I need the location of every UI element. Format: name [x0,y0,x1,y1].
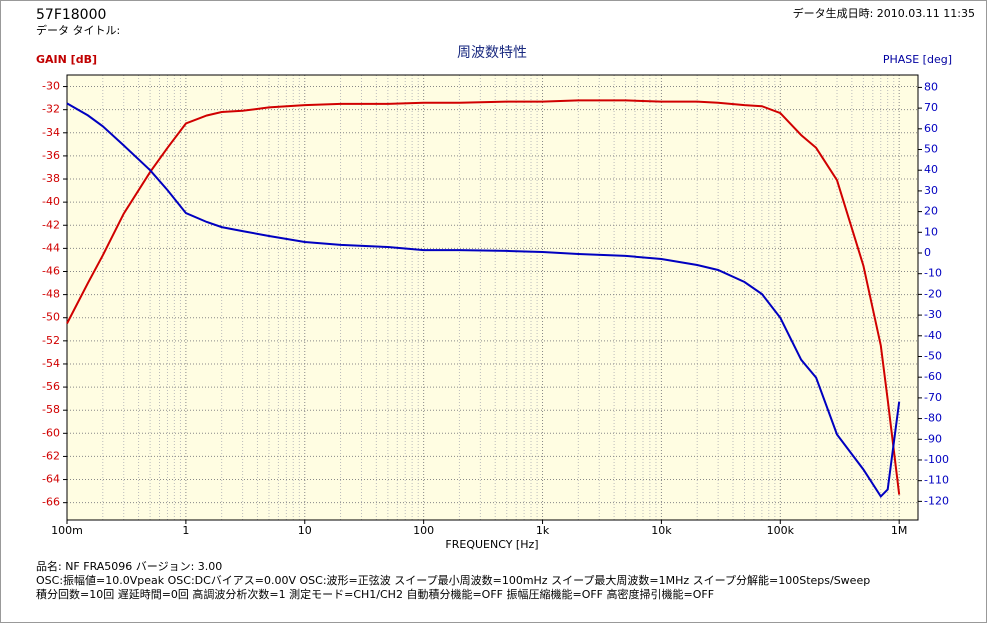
info-line: OSC:振幅値=10.0Vpeak OSC:DCバイアス=0.00V OSC:波… [36,573,870,587]
y-tick-label: -34 [42,126,60,139]
y-tick-label: -36 [42,149,60,162]
y-tick-label: -30 [42,80,60,93]
info-line: 積分回数=10回 遅延時間=0回 高調波分析次数=1 測定モード=CH1/CH2… [36,587,714,601]
x-tick-label: 1 [182,524,189,537]
y-tick-label: -38 [42,172,60,185]
x-tick-label: 10 [298,524,312,537]
y-tick-label: -48 [42,288,60,301]
y-tick-label: -64 [42,473,60,486]
x-tick-label: 10k [651,524,672,537]
timestamp: データ生成日時: 2010.03.11 11:35 [793,6,975,20]
y-tick-label: -62 [42,449,60,462]
x-tick-label: 1M [891,524,908,537]
y2-tick-label: -70 [924,391,942,404]
chart-title: 周波数特性 [457,45,527,61]
y-tick-label: -50 [42,311,60,324]
y2-tick-label: -20 [924,287,942,300]
y-tick-label: -54 [42,357,60,370]
y-tick-label: -66 [42,496,60,509]
y2-tick-label: -60 [924,370,942,383]
y-tick-label: -60 [42,426,60,439]
record-id: 57F18000 [36,7,106,23]
y2-tick-label: -30 [924,308,942,321]
plot-border [66,74,919,521]
y2-tick-label: 30 [924,184,938,197]
y2-tick-label: -110 [924,474,949,487]
x-axis-label: FREQUENCY [Hz] [445,538,538,551]
y2-tick-label: -40 [924,329,942,342]
y2-tick-label: -10 [924,267,942,280]
info-line: 品名: NF FRA5096 バージョン: 3.00 [36,559,222,573]
y2-tick-label: 40 [924,163,938,176]
x-tick-label: 100m [51,524,83,537]
y-tick-label: -44 [42,241,60,254]
y2-tick-label: -50 [924,349,942,362]
y2-tick-label: 70 [924,101,938,114]
x-tick-label: 1k [536,524,550,537]
y2-tick-label: 20 [924,205,938,218]
y-axis-label: GAIN [dB] [36,53,97,66]
y2-tick-label: 10 [924,225,938,238]
y2-tick-label: -80 [924,412,942,425]
y2-tick-label: 60 [924,122,938,135]
y-tick-label: -58 [42,403,60,416]
series-line [66,102,901,498]
x-tick-label: 100 [413,524,434,537]
y-tick-label: -42 [42,218,60,231]
series-line [66,99,901,495]
y2-tick-label: 80 [924,80,938,93]
y-tick-label: -52 [42,334,60,347]
y2-tick-label: 50 [924,143,938,156]
y-tick-label: -32 [42,103,60,116]
y2-tick-label: -120 [924,494,949,507]
y2-tick-label: 0 [924,246,931,259]
y-tick-label: -46 [42,264,60,277]
y2-tick-label: -100 [924,453,949,466]
plot-area [67,75,918,520]
y2-axis-label: PHASE [deg] [883,53,952,66]
x-tick-label: 100k [767,524,795,537]
y-tick-label: -40 [42,195,60,208]
data-title: データ タイトル: [36,23,120,37]
y2-tick-label: -90 [924,432,942,445]
y-tick-label: -56 [42,380,60,393]
